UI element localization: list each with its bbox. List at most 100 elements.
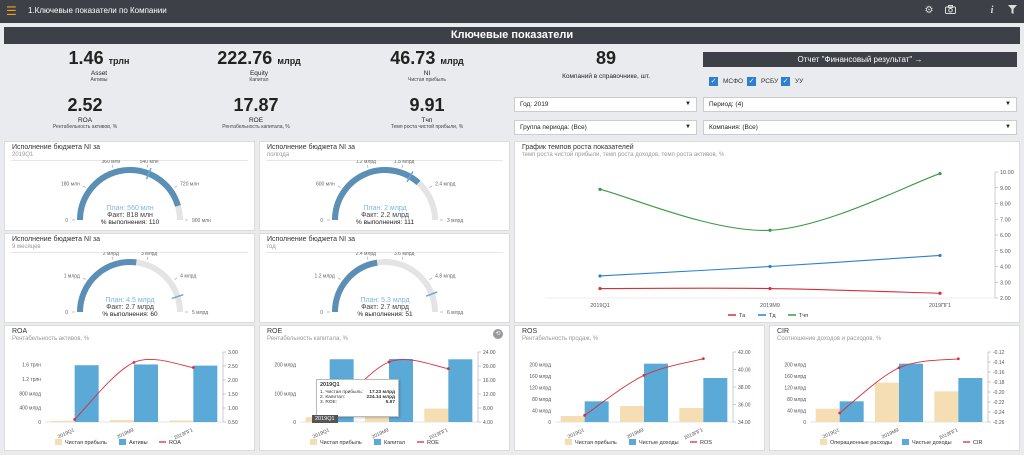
x-tick-label: 2019M9 <box>760 303 780 309</box>
info-icon[interactable]: i <box>990 5 994 16</box>
bar <box>365 415 389 422</box>
gauge-tick <box>366 164 369 168</box>
left-tick-label: 80 млрд <box>787 397 806 403</box>
company-select[interactable]: Компания: (Все) ▼ <box>703 120 1017 135</box>
kpi-sublabel: Темп роста чистой прибыли, % <box>390 124 464 130</box>
bar <box>134 364 158 422</box>
legend-label: Чистая прибыль <box>320 440 362 446</box>
legend-label: ROA <box>169 440 181 446</box>
camera-icon[interactable] <box>944 5 956 17</box>
period-group-select[interactable]: Группа периода: (Все) ▼ <box>514 120 697 135</box>
bar <box>679 408 704 422</box>
kpi-label: Компаний в справочнике, шт. <box>562 73 650 80</box>
kpi-assets: 1.46 трлн Asset Активы <box>24 48 174 83</box>
checkbox-uu[interactable]: ✓ УУ <box>781 77 803 87</box>
gauge-plan-marker <box>425 291 438 297</box>
gauge-tick <box>111 164 114 168</box>
hamburger-menu-icon[interactable]: ☰ <box>6 4 17 18</box>
panel-title: График темпов роста показателей <box>522 144 634 151</box>
left-tick-label: 1.6 трлн <box>22 363 41 369</box>
left-tick-label: 80 млрд <box>532 397 551 403</box>
right-tick-label: 8.00 <box>483 406 493 412</box>
gauge-chart: 0 180 млн 360 млн 540 млн 720 млн 900 млн План… <box>61 160 211 226</box>
clear-selection-icon[interactable]: ⟲ <box>493 329 503 339</box>
y-tick-label: 10.00 <box>1000 170 1014 176</box>
growth-chart-panel: График темпов роста показателей темп рос… <box>514 141 1020 323</box>
panel-subtitle: полгода <box>267 152 290 158</box>
growth-line-chart: 2.00 3.00 4.00 5.00 6.00 7.00 8.00 9.00 10.00 201… <box>545 170 1014 319</box>
select-value: Год: 2019 <box>520 101 549 108</box>
x-tick-label: 2019M9 <box>116 427 135 440</box>
left-tick-label: 200 млрд <box>784 363 806 369</box>
left-tick-label: 160 млрд <box>529 374 551 380</box>
gauge-tick-label: 1.8 млрд <box>394 160 414 165</box>
gauge-tick <box>146 256 149 260</box>
left-tick-label: 0 <box>38 420 41 426</box>
y-tick-label: 5.00 <box>1000 249 1011 255</box>
ros-combo-chart: 0 40 млрд 80 млрд 120 млрд 160 млрд 200 млрд 3… <box>529 350 751 446</box>
kpi-unit: млрд <box>277 56 301 66</box>
gauge-fact-arc <box>77 259 137 313</box>
gauge-plan-label: План: 560 млн <box>106 205 153 212</box>
settings-gear-icon[interactable]: ⚙ <box>924 5 934 16</box>
legend-label: ROS <box>700 440 712 446</box>
period-select[interactable]: Период: (4) ▼ <box>703 97 1017 112</box>
data-point <box>701 357 705 361</box>
kpi-value: 46.73 <box>390 48 436 68</box>
left-tick-label: 400 млрд <box>19 406 41 412</box>
checkbox-label: РСБУ <box>761 78 779 86</box>
right-tick-label: 20.00 <box>483 364 496 370</box>
filter-icon[interactable] <box>1006 5 1018 17</box>
data-point <box>768 286 772 291</box>
checkbox-checked-icon: ✓ <box>747 77 756 86</box>
data-point <box>132 360 136 364</box>
kpi-value: 89 <box>595 48 617 68</box>
data-point <box>446 367 450 371</box>
gauge-tick-label: 0 <box>65 218 68 224</box>
gauge-tick-label: 180 млн <box>61 182 80 188</box>
dropdown-arrow-icon: ▼ <box>685 101 691 107</box>
gauge-fact-arc <box>332 259 378 313</box>
data-point <box>642 373 646 377</box>
gauge-tick <box>429 185 433 188</box>
bar <box>703 378 728 422</box>
kpi-roe: 17.87 ROE Рентабельность капитала, % <box>181 95 331 130</box>
panel-subtitle: Рентабельность капитала, % <box>267 336 348 342</box>
right-tick-label: -0.14 <box>993 360 1005 366</box>
financial-report-button[interactable]: Отчет "Финансовый результат" → <box>703 52 1017 67</box>
kpi-value: 17.87 <box>233 95 279 115</box>
kpi-label: Тчп <box>421 117 433 124</box>
tooltip-header: 2019Q1 <box>320 382 340 388</box>
data-point <box>838 411 842 415</box>
legend-label: CIR <box>973 440 983 446</box>
y-tick-label: 4.00 <box>1000 265 1011 271</box>
left-tick-label: 40 млрд <box>787 409 806 415</box>
ros-chart-panel: ROS Рентабельность продаж, % 0 40 млрд 80 … <box>514 325 765 451</box>
year-select[interactable]: Год: 2019 ▼ <box>514 97 697 112</box>
dashboard-title: 1.Ключевые показатели по Компании <box>28 6 167 15</box>
cir-chart-panel: CIR Соотношение доходов и расходов, % 0 4… <box>769 325 1020 451</box>
checkbox-msfo[interactable]: ✓ МСФО <box>709 77 743 87</box>
x-tick-label: 2019M9 <box>371 427 390 440</box>
gauge-panel: Исполнение бюджета NI за 2019Q1 0 180 млн… <box>4 141 255 231</box>
panel-subtitle: 9 месяцев <box>12 244 41 250</box>
gauge-plan-marker <box>171 293 184 300</box>
gauge-panel: Исполнение бюджета NI за 9 месяцев 0 1 мл… <box>4 233 255 323</box>
kpi-value: 2.52 <box>67 95 103 115</box>
tooltip-row: 3. ROE: 5.97 <box>320 400 395 405</box>
right-tick-label: 34.00 <box>738 420 751 426</box>
right-tick-label: 2.50 <box>228 364 238 370</box>
right-tick-label: 16.00 <box>483 378 496 384</box>
gauge-plan-label: План: 4.5 млрд <box>105 297 154 304</box>
data-point <box>956 357 960 361</box>
panel-title: Исполнение бюджета NI за <box>267 236 356 243</box>
gauge-fact-label: Факт: 2.7 млрд <box>106 304 154 311</box>
data-point <box>897 366 901 370</box>
tooltip-row: 2. Капитал: 224.14 млрд <box>320 395 395 400</box>
gauge-tick-label: 3.6 млрд <box>394 252 414 257</box>
panel-title: ROS <box>522 328 538 335</box>
gauge-tick-label: 0 <box>65 310 68 316</box>
gauge-tick-label: 600 млн <box>316 182 335 188</box>
dropdown-arrow-icon: ▼ <box>1005 101 1011 107</box>
checkbox-rsbu[interactable]: ✓ РСБУ <box>747 77 778 87</box>
